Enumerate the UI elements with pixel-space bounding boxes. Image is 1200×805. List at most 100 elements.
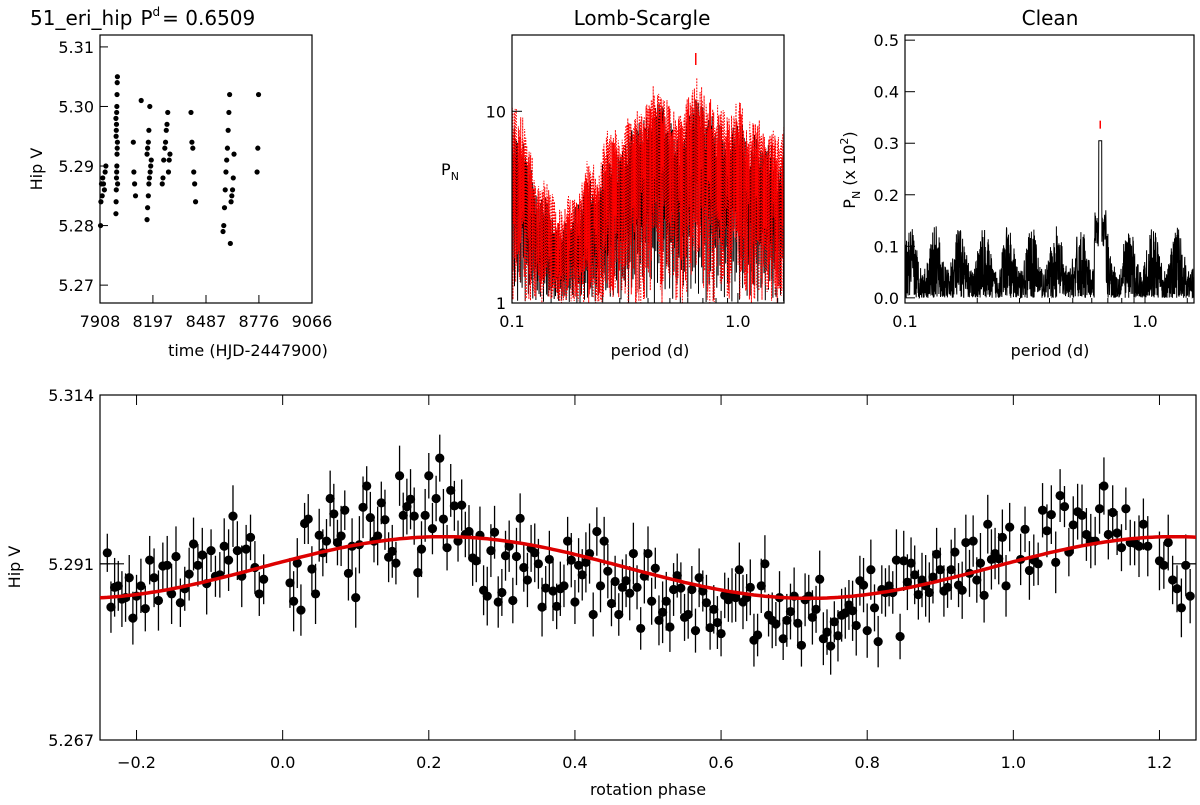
lomb-scargle-xlabel: period (d) bbox=[611, 341, 690, 360]
phase-xtick-label: 0.4 bbox=[562, 753, 587, 772]
phase-point bbox=[228, 485, 238, 547]
phase-marker bbox=[785, 606, 796, 617]
phase-marker bbox=[515, 513, 525, 523]
phase-marker bbox=[365, 512, 375, 523]
lightcurve-point bbox=[114, 181, 121, 187]
phase-point bbox=[136, 558, 146, 614]
phase-point bbox=[223, 529, 234, 591]
lightcurve-point bbox=[188, 109, 194, 116]
lightcurve-ytick-label: 5.27 bbox=[58, 276, 94, 295]
phase-marker bbox=[416, 544, 427, 554]
phase-point bbox=[162, 535, 172, 595]
phase-marker bbox=[292, 558, 302, 568]
phase-point bbox=[628, 522, 638, 585]
phase-marker bbox=[577, 570, 587, 580]
phase-marker bbox=[409, 511, 419, 521]
phase-marker bbox=[913, 590, 923, 600]
lightcurve-point bbox=[145, 193, 151, 199]
phase-point bbox=[1116, 524, 1127, 572]
phase-marker bbox=[413, 568, 423, 578]
phase-point bbox=[705, 605, 715, 650]
phase-marker bbox=[391, 558, 401, 568]
phase-marker bbox=[942, 582, 953, 592]
phase-marker bbox=[1181, 560, 1191, 570]
phase-point bbox=[745, 559, 755, 616]
phase-point bbox=[1138, 498, 1148, 550]
phase-point bbox=[511, 527, 522, 586]
phase-marker bbox=[453, 536, 463, 546]
phase-marker bbox=[807, 612, 818, 623]
phase-xtick-label: 0.0 bbox=[270, 753, 295, 772]
phase-marker bbox=[1134, 541, 1144, 551]
phase-point bbox=[734, 542, 744, 597]
phase-marker bbox=[167, 589, 177, 599]
lightcurve-point bbox=[97, 222, 104, 229]
phase-marker bbox=[621, 576, 631, 586]
phase-marker bbox=[1001, 581, 1011, 591]
lightcurve-point bbox=[132, 193, 139, 199]
phase-point bbox=[362, 466, 372, 506]
phase-marker bbox=[687, 584, 697, 595]
lightcurve-point bbox=[114, 103, 120, 110]
phase-marker bbox=[771, 619, 781, 629]
phase-marker bbox=[1168, 575, 1178, 585]
phase-marker bbox=[504, 541, 514, 551]
lightcurve-point bbox=[229, 193, 235, 199]
lightcurve-point bbox=[226, 109, 232, 116]
phase-panel: −0.2 0.0 0.2 0.4 0.6 0.8 1.0 1.2 5.267 5.291 5.314… bbox=[5, 386, 1197, 799]
lightcurve-title: 51_eri_hip Pd = 0.6509 bbox=[30, 5, 255, 30]
phase-marker bbox=[599, 536, 609, 546]
clean-lines bbox=[904, 120, 1195, 299]
lightcurve-point bbox=[100, 181, 107, 187]
phase-marker bbox=[1055, 490, 1065, 501]
phase-marker bbox=[522, 575, 533, 585]
phase-point bbox=[544, 530, 554, 589]
phase-point bbox=[128, 591, 138, 645]
phase-point bbox=[289, 571, 299, 632]
lightcurve-xlabel: time (HJD-2447900) bbox=[168, 341, 328, 360]
lightcurve-point bbox=[165, 169, 172, 175]
phase-ytick-label: 5.291 bbox=[48, 555, 94, 574]
phase-point bbox=[325, 470, 335, 527]
phase-marker bbox=[968, 536, 978, 546]
phase-marker bbox=[489, 527, 500, 537]
phase-marker bbox=[910, 570, 920, 580]
phase-point bbox=[668, 563, 679, 616]
phase-point bbox=[541, 566, 551, 611]
phase-point bbox=[785, 583, 796, 640]
phase-point bbox=[329, 483, 339, 545]
phase-marker bbox=[997, 532, 1007, 543]
phase-marker bbox=[314, 530, 324, 540]
phase-point bbox=[215, 552, 225, 598]
phase-point bbox=[402, 478, 412, 535]
phase-point bbox=[994, 533, 1004, 585]
phase-point bbox=[1121, 487, 1131, 531]
phase-point bbox=[961, 514, 971, 571]
phase-point bbox=[232, 521, 242, 580]
phase-marker bbox=[380, 515, 390, 525]
lightcurve-point bbox=[144, 205, 151, 211]
lightcurve-point bbox=[148, 163, 154, 169]
lightcurve-point bbox=[192, 181, 198, 187]
phase-marker bbox=[862, 626, 872, 636]
phase-marker bbox=[398, 510, 408, 520]
phase-marker bbox=[734, 565, 744, 575]
phase-point bbox=[701, 574, 712, 631]
phase-marker bbox=[1099, 481, 1109, 491]
phase-ytick-label: 5.314 bbox=[48, 386, 94, 405]
lightcurve-xtick-label: 7908 bbox=[80, 312, 121, 331]
lightcurve-point bbox=[114, 80, 120, 86]
phase-marker bbox=[668, 584, 679, 595]
phase-point bbox=[398, 492, 408, 539]
lightcurve-xtick-label: 9066 bbox=[292, 312, 333, 331]
phase-point bbox=[1024, 541, 1035, 600]
phase-marker bbox=[994, 554, 1004, 564]
phase-ylabel: Hip V bbox=[5, 546, 24, 589]
phase-xtick-label: 1.0 bbox=[1001, 753, 1026, 772]
phase-point bbox=[1185, 568, 1195, 624]
phase-marker bbox=[636, 623, 646, 634]
phase-marker bbox=[628, 548, 638, 559]
phase-point bbox=[1055, 469, 1065, 522]
phase-point bbox=[145, 535, 155, 585]
phase-point bbox=[113, 560, 123, 611]
